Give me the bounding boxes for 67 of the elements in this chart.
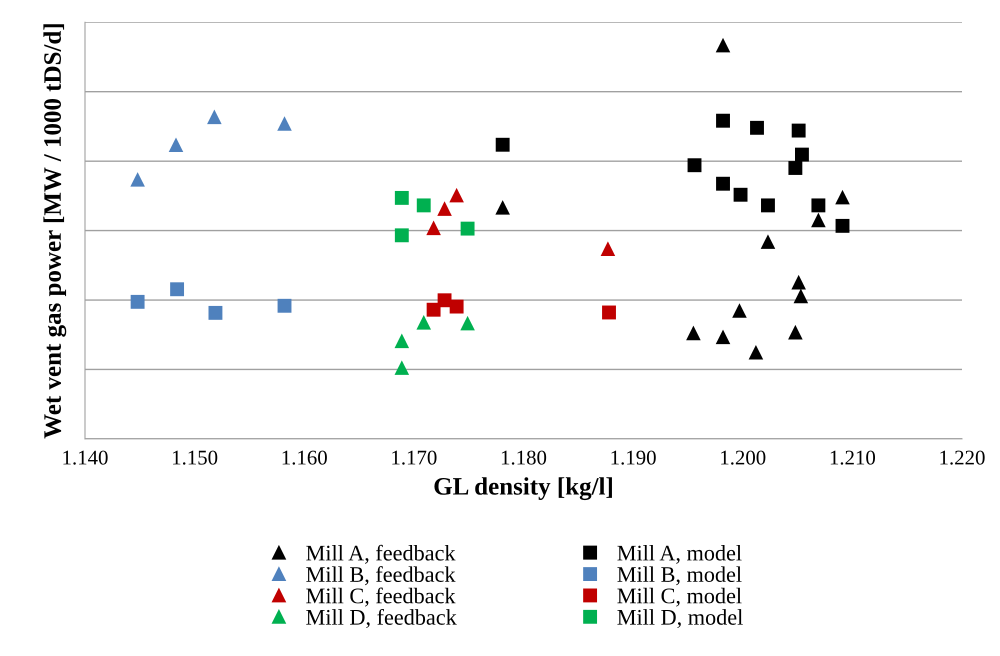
point: [416, 315, 432, 330]
legend-label: Mill B, feedback: [306, 566, 456, 586]
point: [791, 274, 806, 290]
point: [795, 148, 809, 162]
point: [835, 190, 850, 204]
x-axis-title: GL density [kg/l]: [434, 477, 612, 500]
x-tick-label: 1.220: [940, 450, 985, 465]
point: [788, 161, 802, 175]
point: [495, 200, 510, 215]
point: [686, 326, 701, 340]
x-tick-label: 1.180: [502, 450, 546, 465]
point: [394, 228, 409, 242]
point: [437, 201, 452, 216]
point: [426, 220, 441, 236]
point: [460, 222, 475, 236]
point: [416, 198, 431, 212]
point: [170, 282, 184, 296]
point: [811, 212, 826, 228]
point: [207, 110, 222, 124]
point: [688, 158, 702, 172]
point: [496, 138, 510, 152]
point: [394, 190, 409, 205]
point: [748, 344, 764, 360]
legend-label: Mill C, feedback: [306, 588, 456, 607]
point: [438, 293, 452, 308]
point: [426, 302, 441, 317]
point: [394, 360, 410, 375]
x-tick-label: 1.140: [63, 450, 108, 465]
point: [716, 176, 730, 191]
point: [450, 300, 464, 314]
point: [602, 306, 616, 320]
point: [792, 124, 806, 138]
point: [277, 116, 292, 131]
y-axis-title: Wet vent gas power [MW / 1000 tDS/d]: [43, 24, 66, 438]
point: [794, 288, 808, 304]
x-tick-label: 1.170: [392, 450, 437, 465]
point: [130, 294, 145, 309]
point: [788, 324, 803, 340]
point: [449, 188, 464, 202]
legend-label: Mill C, model: [617, 588, 742, 607]
x-tick-label: 1.160: [282, 450, 327, 465]
point: [130, 172, 145, 187]
legend-label: Mill A, model: [617, 544, 742, 564]
point: [734, 188, 748, 202]
legend-label: Mill A, feedback: [306, 544, 456, 564]
x-tick-label: 1.190: [612, 450, 656, 465]
point: [394, 334, 410, 348]
point: [600, 241, 616, 256]
point: [460, 316, 475, 330]
point: [168, 137, 184, 152]
point: [278, 298, 292, 313]
x-tick-label: 1.200: [721, 450, 766, 465]
point: [836, 218, 850, 233]
point: [761, 198, 775, 212]
point: [716, 114, 730, 128]
x-tick-label: 1.210: [830, 450, 876, 465]
legend-label: Mill B, model: [617, 566, 742, 586]
point: [750, 120, 764, 135]
point: [716, 38, 730, 52]
point: [732, 303, 747, 318]
point: [208, 306, 222, 320]
legend-label: Mill D, feedback: [306, 608, 457, 628]
point: [716, 330, 730, 344]
point: [811, 198, 826, 212]
point: [760, 234, 776, 249]
x-tick-label: 1.150: [173, 450, 218, 465]
legend-label: Mill D, model: [617, 609, 743, 628]
